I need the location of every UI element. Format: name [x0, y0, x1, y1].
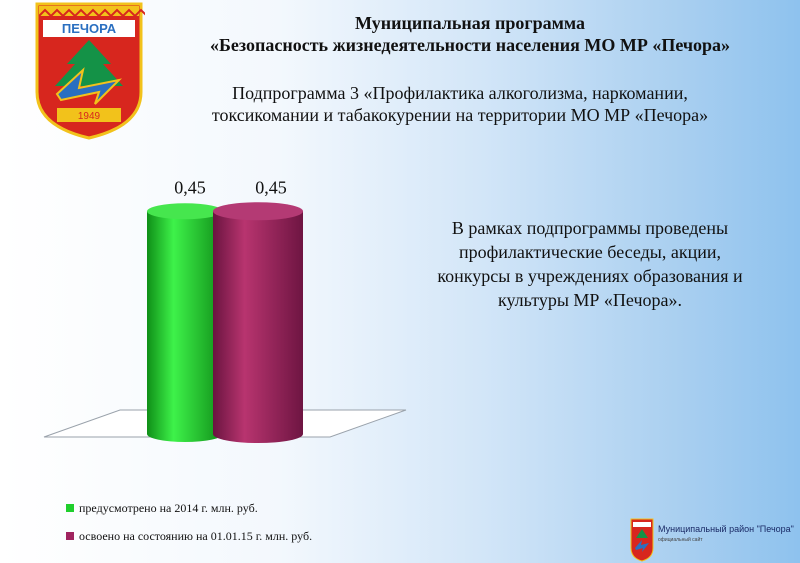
subtitle-line-1: Подпрограмма 3 «Профилактика алкоголизма… — [232, 83, 688, 103]
bar-planned — [147, 211, 223, 442]
data-label-planned: 0,45 — [174, 177, 206, 197]
bar-top-planned — [147, 203, 223, 220]
note-line-1: В рамках подпрограммы проведены — [451, 218, 729, 238]
note-line-4: культуры МР «Печора». — [497, 290, 683, 310]
legend-item-spent: освоено на состоянию на 01.01.15 г. млн.… — [66, 528, 312, 544]
coat-of-arms-icon: ПЕЧОРА 1949 — [35, 2, 145, 140]
pechora-logo-icon — [630, 518, 654, 562]
badge-subtitle: официальный сайт — [658, 537, 703, 543]
site-badge[interactable]: Муниципальный район "Печора" официальный… — [630, 518, 798, 562]
bar-top-spent — [213, 202, 303, 221]
svg-text:ПЕЧОРА: ПЕЧОРА — [62, 21, 117, 36]
program-note: В рамках подпрограммы проведены профилак… — [395, 216, 785, 312]
legend-swatch-spent — [66, 532, 74, 541]
subprogram-title: Подпрограмма 3 «Профилактика алкоголизма… — [180, 82, 740, 126]
legend-item-planned: предусмотрено на 2014 г. млн. руб. — [66, 500, 312, 516]
note-line-2: профилактические беседы, акции, — [459, 242, 721, 262]
svg-text:1949: 1949 — [78, 111, 101, 122]
title-line-2: «Безопасность жизнедеятельности населени… — [209, 35, 731, 55]
budget-chart: 0,45 0,45 — [43, 177, 407, 443]
note-line-3: конкурсы в учреждениях образования и — [437, 266, 743, 286]
bar-spent — [213, 211, 303, 443]
badge-title: Муниципальный район "Печора" — [658, 524, 794, 534]
slide-title: Муниципальная программа «Безопасность жи… — [150, 12, 790, 56]
title-line-1: Муниципальная программа — [355, 13, 585, 33]
legend-label-planned: предусмотрено на 2014 г. млн. руб. — [79, 501, 258, 515]
subtitle-line-2: токсикомании и табакокурении на территор… — [211, 105, 709, 125]
data-label-spent: 0,45 — [255, 177, 287, 197]
legend-label-spent: освоено на состоянию на 01.01.15 г. млн.… — [79, 529, 313, 543]
chart-legend: предусмотрено на 2014 г. млн. руб. освое… — [66, 500, 312, 556]
legend-swatch-planned — [66, 504, 74, 513]
